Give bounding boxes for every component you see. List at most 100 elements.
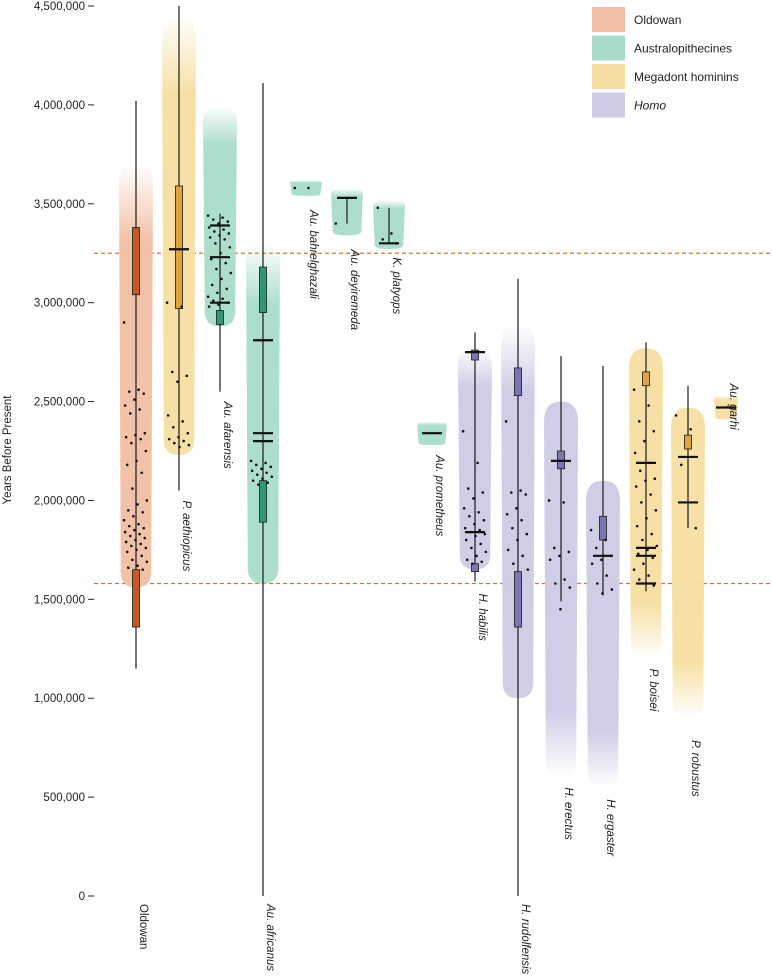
- y-tick-label: 1,000,000: [34, 693, 85, 705]
- point-oldowan: [133, 528, 136, 532]
- point-oldowan: [136, 564, 139, 568]
- point-h-ergaster: [589, 528, 593, 532]
- point-p-boisei: [645, 516, 648, 520]
- y-axis-label: Years Before Present: [2, 395, 14, 505]
- point-au-afarensis: [220, 277, 223, 281]
- point-au-afarensis: [226, 301, 230, 304]
- point-au-bahrelghazali: [307, 186, 310, 190]
- point-oldowan: [127, 390, 131, 393]
- point-h-rudolfensis: [526, 568, 530, 571]
- point-p-boisei: [642, 562, 645, 566]
- point-h-habilis: [478, 528, 481, 532]
- reference-lines: [94, 252, 772, 585]
- point-p-boisei: [643, 439, 646, 443]
- taxon-label-p-aethiopicus: P. aethiopicus: [180, 501, 192, 572]
- point-h-rudolfensis: [519, 489, 522, 492]
- y-tick-label: 2,000,000: [34, 495, 85, 507]
- point-p-aethiopicus: [170, 370, 174, 374]
- taxon-label-au-garhi: Au. garhi: [727, 383, 739, 430]
- point-p-aethiopicus: [176, 380, 179, 384]
- point-h-habilis: [470, 546, 473, 550]
- point-oldowan: [124, 540, 128, 544]
- point-h-habilis: [483, 532, 487, 536]
- point-h-habilis: [481, 491, 485, 494]
- point-p-boisei: [649, 493, 652, 496]
- legend-label-megadont-hominins: Megadont hominins: [634, 70, 739, 84]
- y-axis: 0 500,000 1,000,000 1,500,000 2,000,000 2,500…: [34, 1, 94, 903]
- point-h-habilis: [468, 514, 471, 518]
- point-h-rudolfensis: [525, 532, 529, 536]
- point-p-boisei: [644, 479, 647, 482]
- point-p-aethiopicus: [180, 305, 183, 308]
- point-p-aethiopicus: [182, 439, 185, 443]
- point-oldowan: [138, 408, 141, 411]
- point-p-boisei: [636, 552, 640, 556]
- point-oldowan: [143, 431, 147, 435]
- point-h-rudolfensis: [504, 420, 508, 423]
- point-h-ergaster: [605, 574, 608, 577]
- point-p-boisei: [648, 461, 651, 465]
- taxon-label-au-afarensis: Au. afarensis: [221, 401, 233, 469]
- point-oldowan: [142, 526, 146, 530]
- point-oldowan: [130, 544, 133, 548]
- point-p-boisei: [651, 556, 655, 560]
- box-p-robustus-1: [684, 434, 692, 450]
- box-h-ergaster-1: [599, 515, 607, 541]
- point-oldowan: [129, 534, 132, 538]
- point-h-ergaster: [600, 558, 603, 562]
- y-tick-label: 1,500,000: [34, 594, 85, 606]
- point-p-aethiopicus: [178, 445, 181, 449]
- legend-label-australopithecines: Australopithecines: [634, 42, 732, 56]
- violin-au-bahrelghazali: [290, 180, 322, 196]
- point-au-afarensis: [211, 218, 215, 221]
- point-p-robustus: [689, 427, 692, 431]
- point-h-ergaster: [609, 554, 613, 558]
- point-oldowan: [133, 398, 136, 401]
- point-p-boisei: [639, 469, 642, 473]
- point-oldowan: [125, 463, 129, 467]
- boxes: [132, 185, 692, 628]
- taxon-labels: Oldowan P. aethiopicus Au. afarensis Au. af…: [137, 209, 739, 975]
- point-p-boisei: [646, 548, 649, 552]
- taxon-label-au-prometheus: Au. prometheus: [433, 454, 445, 536]
- point-oldowan: [126, 509, 130, 512]
- point-au-afarensis: [226, 220, 230, 223]
- box-au-africanus-2: [259, 266, 267, 313]
- point-au-africanus: [264, 461, 267, 465]
- legend-swatch-homo: [592, 92, 625, 118]
- point-au-africanus: [260, 467, 263, 471]
- y-tick-label: 0: [79, 891, 85, 903]
- point-au-afarensis: [207, 305, 211, 308]
- taxon-label-h-erectus: H. erectus: [562, 787, 574, 840]
- point-oldowan: [123, 530, 127, 534]
- point-h-ergaster: [601, 592, 604, 595]
- point-h-habilis: [465, 558, 469, 562]
- point-p-boisei: [632, 568, 636, 571]
- point-p-aethiopicus: [172, 425, 175, 429]
- medians: [169, 196, 736, 585]
- point-h-erectus: [547, 499, 551, 502]
- point-oldowan: [135, 459, 138, 463]
- point-h-habilis: [466, 487, 470, 490]
- taxon-label-h-rudolfensis: H. rudolfensis: [519, 904, 531, 975]
- legend: Oldowan Australopithecines Megadont homini…: [592, 7, 739, 118]
- point-au-africanus: [261, 477, 264, 480]
- point-h-habilis: [462, 507, 466, 510]
- point-p-boisei: [632, 388, 636, 391]
- point-h-rudolfensis: [506, 548, 510, 552]
- point-h-habilis: [469, 530, 472, 534]
- box-h-habilis-2: [471, 349, 479, 361]
- point-au-afarensis: [214, 242, 217, 245]
- point-p-boisei: [653, 477, 657, 480]
- point-h-habilis: [471, 562, 474, 566]
- point-au-africanus: [270, 475, 274, 479]
- point-oldowan: [141, 568, 145, 571]
- point-h-erectus: [568, 586, 572, 589]
- point-p-aethiopicus: [165, 301, 169, 304]
- point-oldowan: [126, 566, 130, 569]
- point-oldowan: [145, 499, 149, 502]
- point-oldowan: [142, 392, 146, 395]
- taxon-label-k-platyops: K. platyops: [390, 257, 402, 314]
- point-p-boisei: [652, 584, 656, 587]
- point-au-afarensis: [213, 230, 216, 233]
